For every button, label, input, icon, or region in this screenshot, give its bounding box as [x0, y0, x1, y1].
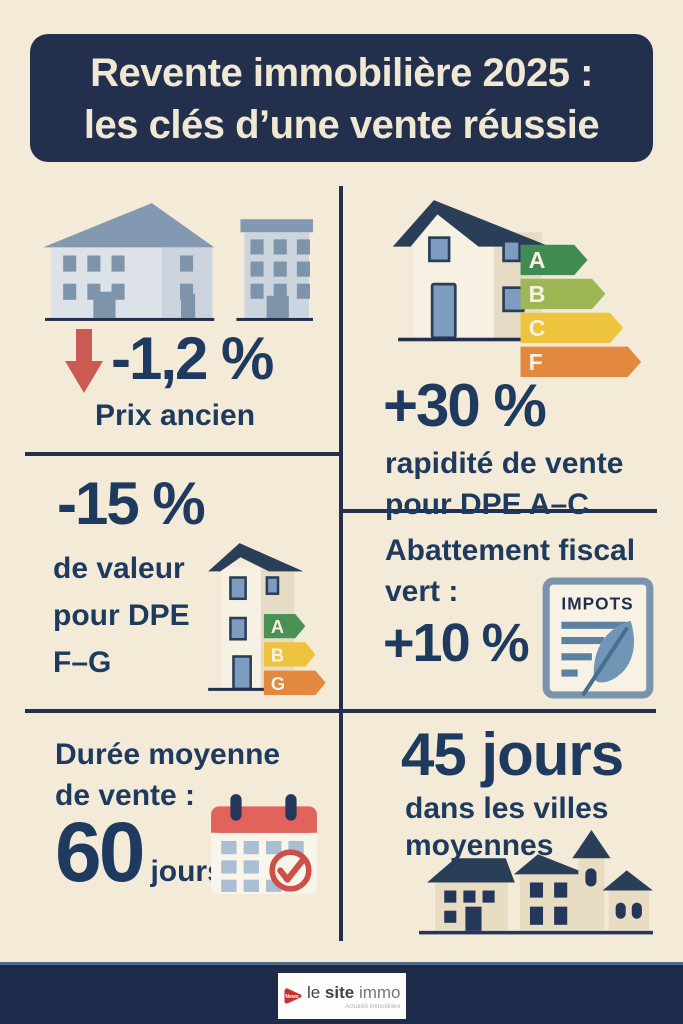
horizontal-divider-full	[25, 709, 656, 713]
brand-le: le	[306, 982, 321, 1002]
section-prix-ancien: -1,2 % Prix ancien	[25, 185, 339, 452]
section-abattement-fiscal: Abattement fiscal vert : +10 % IMPOTS	[341, 514, 658, 709]
tax-document-icon: IMPOTS	[542, 577, 654, 699]
down-arrow-icon	[65, 329, 103, 393]
section-duree-vente: Durée moyenne de vente : 60 jours	[25, 714, 339, 960]
title-line-1: Revente immobilière 2025 :	[90, 51, 593, 95]
abattement-label-1: Abattement fiscal	[385, 534, 636, 567]
villes-value: 45 jours	[401, 721, 624, 788]
energy-label-f: F	[529, 349, 543, 375]
valeur-label-1: de valeur	[53, 552, 185, 585]
footer-bar: News le site immo Actualité immobilière	[0, 962, 683, 1024]
checkmark-icon	[269, 849, 312, 892]
villes-label-1: dans les villes	[405, 792, 609, 825]
valeur-label-2: pour DPE	[53, 599, 190, 632]
energy-label-b: B	[271, 646, 284, 666]
energy-scale-small: A B G	[263, 613, 326, 695]
energy-label-g: G	[271, 674, 285, 694]
duree-label-2: de vente :	[55, 779, 196, 812]
calendar-icon	[211, 794, 317, 894]
news-badge-label: News	[285, 994, 298, 1000]
duree-value: 60	[55, 805, 145, 899]
title-line-2: les clés d’une vente réussie	[83, 103, 600, 147]
prix-ancien-label: Prix ancien	[94, 399, 256, 432]
villes-label-2: moyennes	[405, 829, 554, 862]
energy-label-a: A	[529, 247, 546, 273]
abattement-value: +10 %	[383, 613, 530, 673]
brand-tagline: Actualité immobilière	[345, 1003, 401, 1010]
brand-immo: immo	[358, 982, 401, 1002]
horizontal-divider-right	[343, 509, 657, 513]
valeur-value: -15 %	[57, 470, 206, 537]
rapidite-label-1: rapidité de vente	[385, 447, 624, 480]
energy-label-c: C	[529, 315, 546, 341]
duree-label-1: Durée moyenne	[55, 738, 281, 771]
vertical-divider	[339, 186, 343, 941]
header-banner: Revente immobilière 2025 : les clés d’un…	[30, 34, 653, 162]
document-title: IMPOTS	[561, 594, 633, 614]
publisher-logo: News le site immo Actualité immobilière	[277, 973, 406, 1019]
news-badge-icon: News	[283, 988, 302, 1004]
energy-scale: A B C F	[520, 244, 642, 378]
prix-ancien-value: -1,2 %	[111, 324, 274, 392]
section-perte-valeur: -15 % de valeur pour DPE F–G A B G	[25, 457, 339, 709]
section-rapidite-vente: A B C F +30 % rapidité de vente pour DPE…	[341, 185, 658, 521]
building-energy-icon: A B G	[208, 543, 326, 695]
rapidite-value: +30 %	[383, 372, 547, 439]
house-energy-icon: A B C F	[392, 200, 642, 378]
brand-site: site	[324, 982, 355, 1002]
buildings-icon	[43, 203, 313, 321]
rapidite-label-2: pour DPE A–C	[385, 488, 589, 521]
leaf-icon	[581, 620, 635, 696]
abattement-label-2: vert :	[385, 575, 459, 608]
brand-text: le site immo Actualité immobilière	[307, 983, 401, 1010]
energy-label-b: B	[529, 281, 546, 307]
village-icon	[419, 830, 653, 935]
valeur-label-3: F–G	[53, 646, 112, 679]
energy-label-a: A	[271, 617, 284, 637]
section-villes-moyennes: 45 jours dans les villes moyennes	[341, 714, 658, 960]
horizontal-divider-left	[25, 452, 339, 456]
